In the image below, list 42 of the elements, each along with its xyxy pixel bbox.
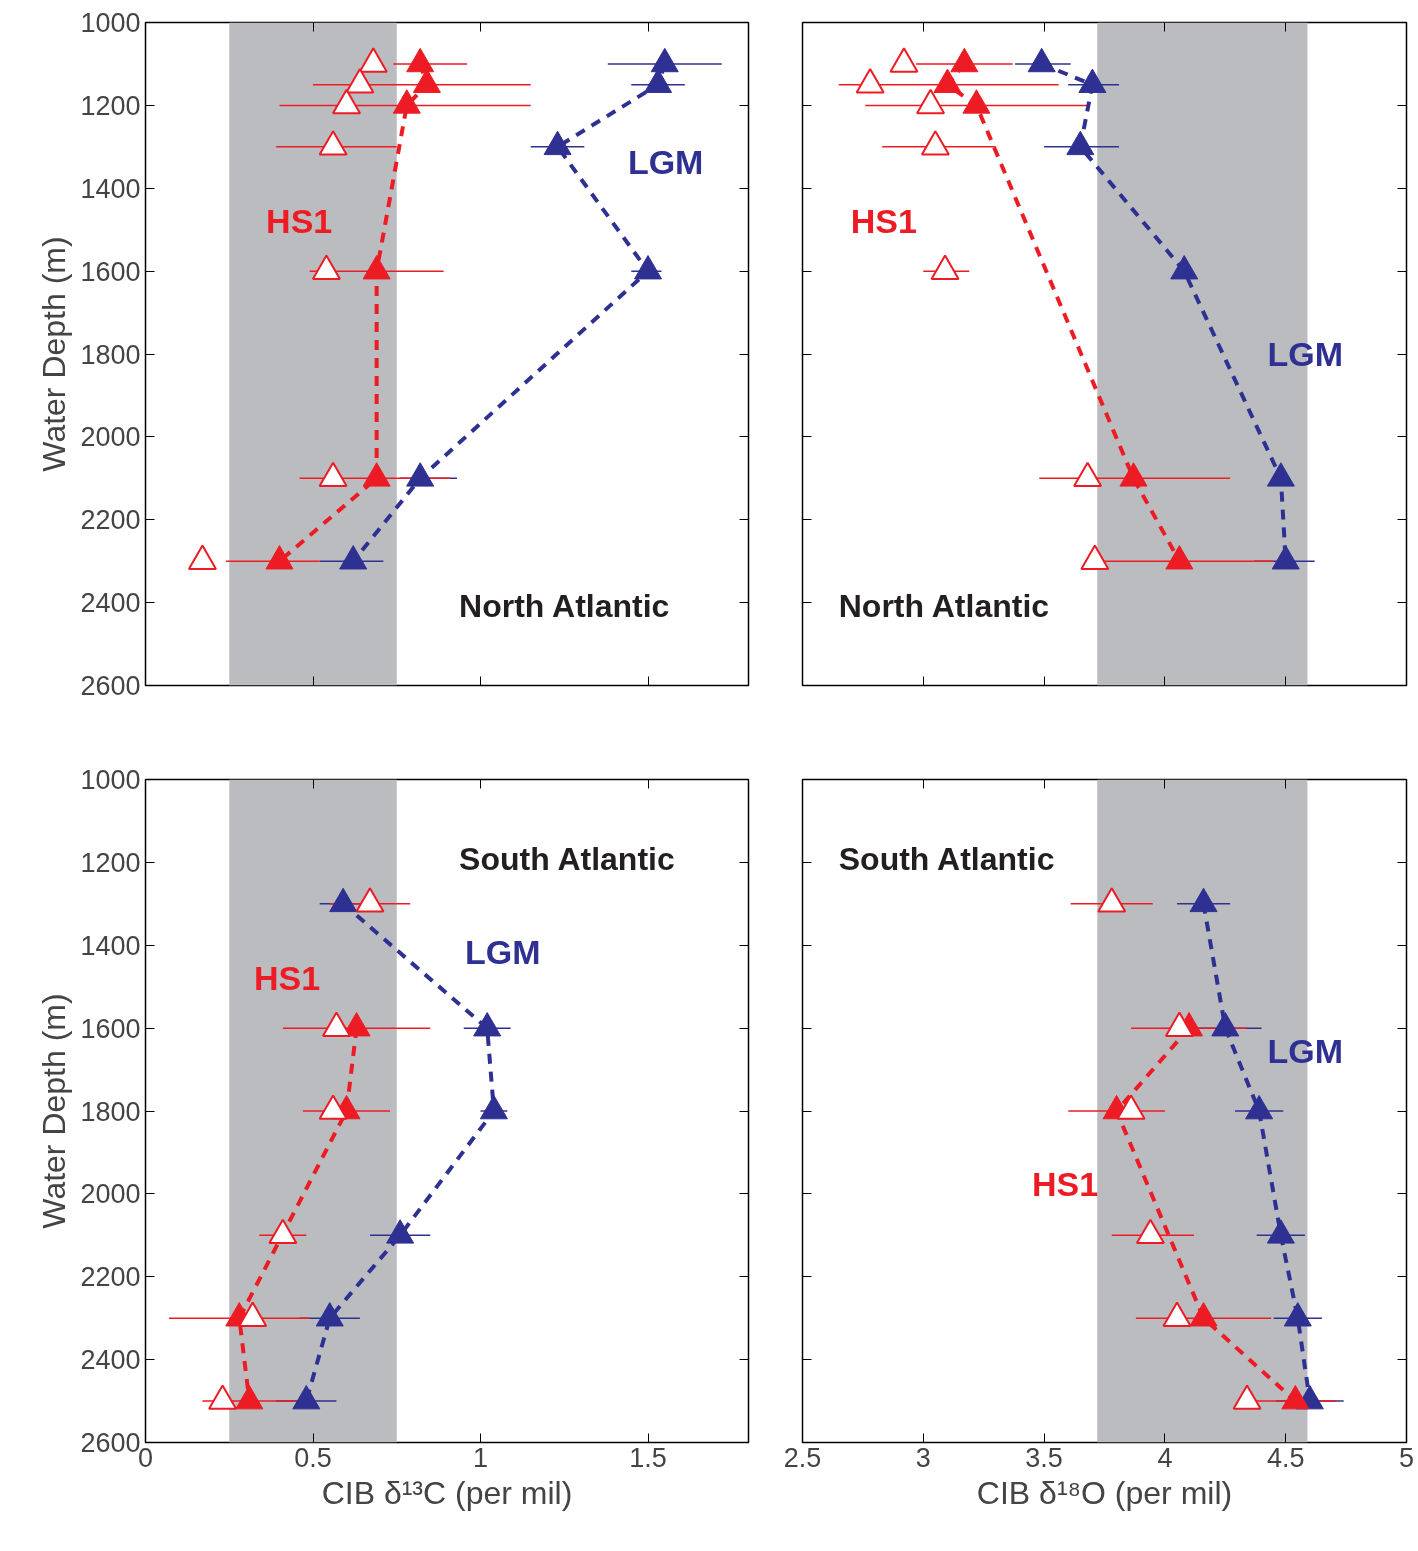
y-tick-label: 1600 bbox=[80, 1013, 141, 1044]
y-axis-title: Water Depth (m) bbox=[36, 236, 73, 472]
y-tick-label: 2600 bbox=[80, 671, 141, 701]
x-tick-label: 5 bbox=[1398, 1442, 1415, 1473]
y-tick-label: 1200 bbox=[80, 90, 141, 121]
series-label: HS1 bbox=[1032, 1164, 1099, 1203]
y-tick-label: 2000 bbox=[80, 422, 141, 453]
annotation: North Atlantic bbox=[838, 587, 1050, 624]
y-tick-label: 1400 bbox=[80, 930, 141, 961]
y-tick-label: 2200 bbox=[80, 505, 141, 536]
y-tick-label: 1000 bbox=[80, 8, 141, 38]
series-label: LGM bbox=[1267, 1032, 1344, 1071]
x-tick-label: 1 bbox=[472, 1442, 489, 1473]
x-tick-label: 0.5 bbox=[294, 1442, 332, 1473]
series-label: HS1 bbox=[254, 959, 321, 998]
y-tick-label: 1000 bbox=[80, 765, 141, 795]
y-tick-label: 1600 bbox=[80, 256, 141, 287]
y-tick-label: 2400 bbox=[80, 588, 141, 619]
y-axis-title: Water Depth (m) bbox=[36, 993, 73, 1229]
series-label: LGM bbox=[627, 142, 704, 181]
y-tick-label: 1400 bbox=[80, 173, 141, 204]
x-axis-title: CIB δ¹⁸O (per mil) bbox=[976, 1474, 1233, 1511]
series-label: LGM bbox=[1267, 335, 1344, 373]
annotation: North Atlantic bbox=[459, 587, 670, 624]
y-tick-label: 2400 bbox=[80, 1345, 141, 1376]
x-tick-label: 3 bbox=[915, 1442, 931, 1473]
series-label: HS1 bbox=[266, 202, 333, 241]
series-label: LGM bbox=[465, 932, 541, 971]
x-tick-label: 1.5 bbox=[629, 1442, 667, 1473]
y-tick-label: 2000 bbox=[80, 1179, 141, 1210]
text: HS1 bbox=[850, 202, 917, 241]
y-tick-label: 1800 bbox=[80, 339, 141, 370]
y-tick-label: 1800 bbox=[80, 1096, 141, 1127]
y-tick-label: 1200 bbox=[80, 847, 141, 878]
annotation: South Atlantic bbox=[459, 841, 675, 878]
x-tick-label: 4.5 bbox=[1266, 1442, 1305, 1473]
x-tick-label: 2.5 bbox=[783, 1442, 822, 1473]
x-tick-label: 3.5 bbox=[1025, 1442, 1063, 1473]
x-axis-title: CIB δ¹³C (per mil) bbox=[321, 1474, 573, 1511]
x-tick-label: 4 bbox=[1157, 1442, 1173, 1473]
annotation: South Atlantic bbox=[838, 841, 1055, 878]
y-tick-label: 2200 bbox=[80, 1262, 141, 1293]
